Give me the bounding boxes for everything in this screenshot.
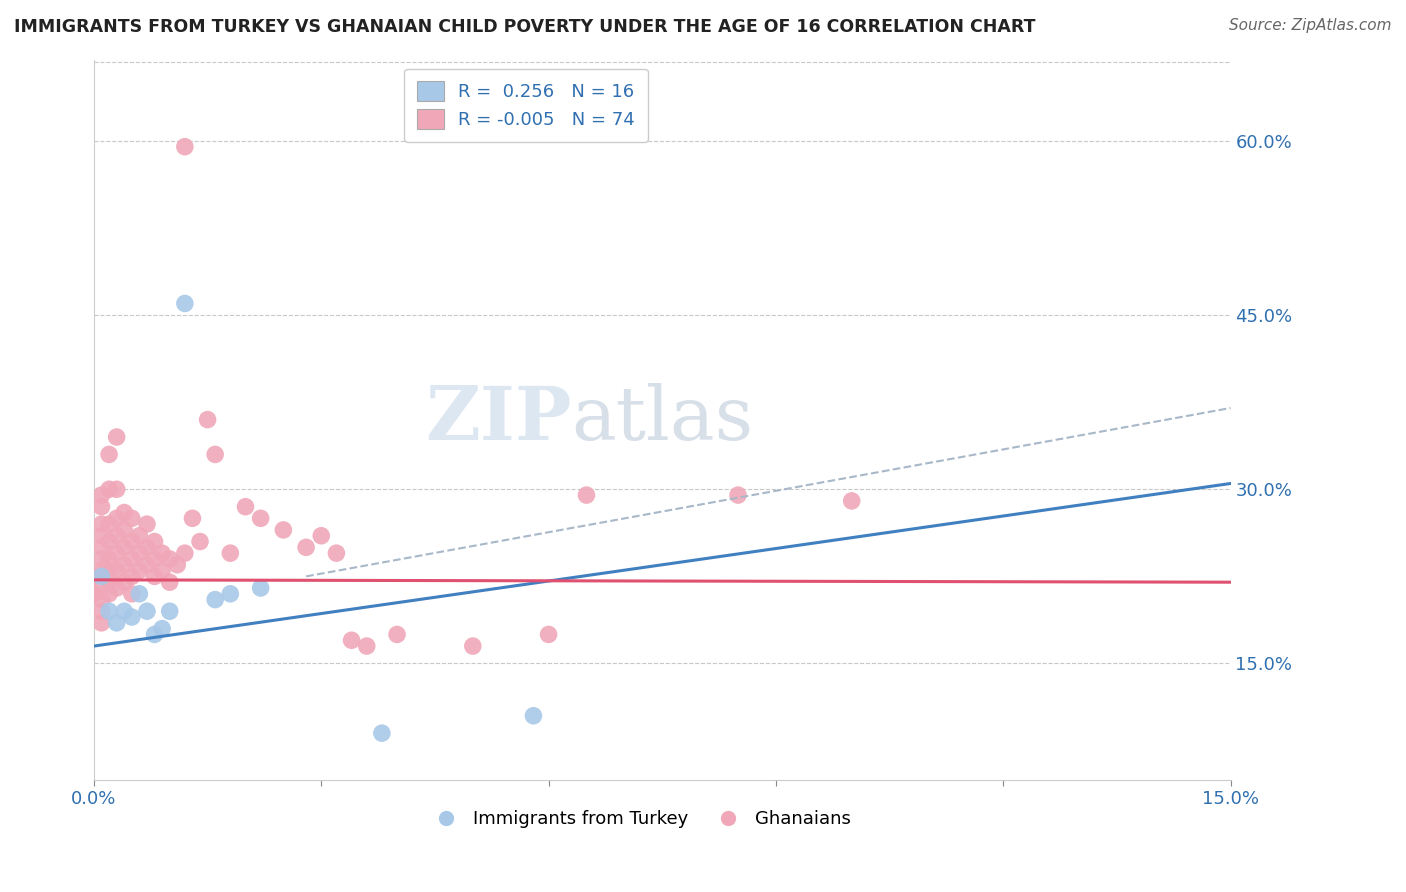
Point <box>249 511 271 525</box>
Point <box>173 296 195 310</box>
Point <box>385 627 408 641</box>
Point <box>98 517 121 532</box>
Point <box>98 552 121 566</box>
Point <box>121 569 143 583</box>
Text: IMMIGRANTS FROM TURKEY VS GHANAIAN CHILD POVERTY UNDER THE AGE OF 16 CORRELATION: IMMIGRANTS FROM TURKEY VS GHANAIAN CHILD… <box>14 18 1036 36</box>
Point <box>136 558 159 572</box>
Point <box>90 569 112 583</box>
Point <box>166 558 188 572</box>
Point <box>112 506 135 520</box>
Point <box>121 610 143 624</box>
Point <box>90 541 112 555</box>
Text: Source: ZipAtlas.com: Source: ZipAtlas.com <box>1229 18 1392 33</box>
Point <box>159 604 181 618</box>
Point <box>90 517 112 532</box>
Point <box>173 546 195 560</box>
Point <box>204 447 226 461</box>
Point <box>98 483 121 497</box>
Point <box>83 587 105 601</box>
Point <box>128 546 150 560</box>
Point <box>143 534 166 549</box>
Point <box>325 546 347 560</box>
Point <box>121 511 143 525</box>
Point <box>522 708 544 723</box>
Point <box>105 546 128 560</box>
Point <box>105 511 128 525</box>
Text: ZIP: ZIP <box>425 383 571 456</box>
Point <box>112 575 135 590</box>
Point <box>105 564 128 578</box>
Point <box>98 604 121 618</box>
Point <box>90 500 112 514</box>
Point <box>112 541 135 555</box>
Point <box>235 500 257 514</box>
Point <box>128 564 150 578</box>
Point <box>121 587 143 601</box>
Point <box>461 639 484 653</box>
Point <box>204 592 226 607</box>
Point <box>173 139 195 153</box>
Point <box>159 575 181 590</box>
Legend: Immigrants from Turkey, Ghanaians: Immigrants from Turkey, Ghanaians <box>420 803 858 836</box>
Point <box>181 511 204 525</box>
Text: atlas: atlas <box>571 383 754 456</box>
Point <box>121 552 143 566</box>
Point <box>105 581 128 595</box>
Point <box>112 523 135 537</box>
Point <box>136 517 159 532</box>
Point <box>143 569 166 583</box>
Point <box>98 447 121 461</box>
Point <box>188 534 211 549</box>
Point <box>295 541 318 555</box>
Point <box>112 558 135 572</box>
Point <box>90 615 112 630</box>
Point <box>537 627 560 641</box>
Point <box>98 564 121 578</box>
Point <box>90 581 112 595</box>
Point <box>143 627 166 641</box>
Point <box>90 569 112 583</box>
Point <box>83 569 105 583</box>
Point <box>150 622 173 636</box>
Point <box>356 639 378 653</box>
Point <box>150 546 173 560</box>
Point <box>105 529 128 543</box>
Point <box>841 494 863 508</box>
Point <box>309 529 332 543</box>
Point <box>105 615 128 630</box>
Point <box>90 529 112 543</box>
Point <box>575 488 598 502</box>
Point <box>340 633 363 648</box>
Point <box>90 604 112 618</box>
Point <box>90 564 112 578</box>
Point <box>273 523 295 537</box>
Point <box>112 604 135 618</box>
Point <box>371 726 394 740</box>
Point <box>219 546 242 560</box>
Point <box>90 488 112 502</box>
Point <box>128 529 150 543</box>
Point <box>136 541 159 555</box>
Point <box>105 430 128 444</box>
Point <box>249 581 271 595</box>
Point <box>98 575 121 590</box>
Point <box>121 534 143 549</box>
Point <box>159 552 181 566</box>
Point <box>105 483 128 497</box>
Point <box>727 488 749 502</box>
Point <box>219 587 242 601</box>
Point <box>150 564 173 578</box>
Point <box>98 587 121 601</box>
Point <box>136 604 159 618</box>
Point <box>90 592 112 607</box>
Point <box>128 587 150 601</box>
Point <box>197 412 219 426</box>
Point <box>90 552 112 566</box>
Point <box>143 552 166 566</box>
Point <box>98 534 121 549</box>
